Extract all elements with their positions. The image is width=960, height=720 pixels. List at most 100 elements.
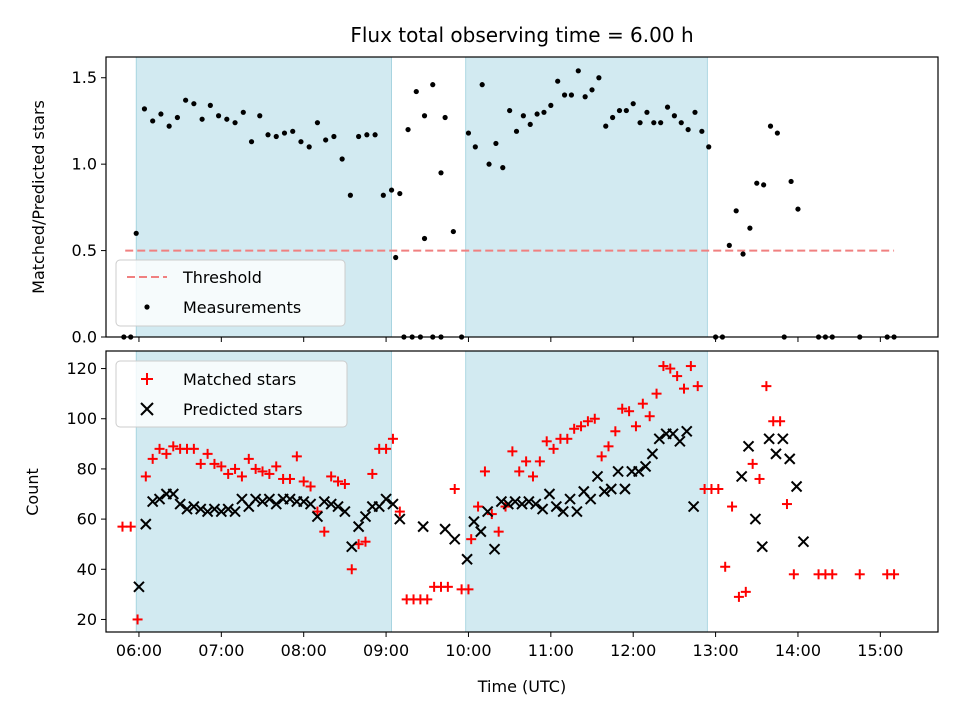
predicted-star-point <box>181 503 193 515</box>
predicted-star-point <box>133 581 145 593</box>
matched-star-point <box>333 476 344 487</box>
predicted-star-point <box>387 498 399 510</box>
predicted-star-point <box>749 513 762 525</box>
predicted-star-point <box>249 493 262 505</box>
predicted-star-point <box>516 498 528 510</box>
predicted-star-point <box>632 465 645 478</box>
predicted-star-point <box>468 515 480 528</box>
legend-predicted-label: Predicted stars <box>183 400 303 419</box>
predicted-star-point <box>536 503 549 515</box>
measurement-point <box>450 228 456 235</box>
matched-star-point <box>624 406 635 417</box>
measurement-point <box>240 109 246 115</box>
predicted-star-point <box>509 495 521 508</box>
bottom-ytick-label: 80 <box>77 459 97 478</box>
predicted-star-point <box>571 505 583 518</box>
measurement-point <box>507 107 513 114</box>
predicted-star-point <box>591 470 604 483</box>
predicted-star-point <box>256 495 269 508</box>
measurement-point <box>207 102 213 108</box>
xtick-label: 08:00 <box>281 641 327 660</box>
predicted-star-point <box>304 498 317 510</box>
matched-star-point <box>754 473 765 484</box>
predicted-star-point <box>201 505 214 518</box>
measurement-point <box>534 111 540 117</box>
predicted-star-point <box>394 513 406 525</box>
matched-star-point <box>576 421 587 432</box>
matched-star-point <box>733 591 744 602</box>
matched-star-point <box>202 448 213 459</box>
predicted-star-point <box>584 493 597 505</box>
measurement-point <box>603 123 609 129</box>
predicted-star-point <box>449 533 461 545</box>
predicted-star-point <box>763 433 775 445</box>
matched-star-point <box>223 468 234 479</box>
measurement-point <box>493 140 499 147</box>
matched-star-point <box>394 506 405 517</box>
measurement-point <box>637 120 643 126</box>
measurement-point <box>767 123 774 129</box>
matched-star-point <box>291 451 302 462</box>
measurement-point <box>692 109 698 115</box>
legend-measurement-swatch <box>144 304 150 310</box>
predicted-star-point <box>735 470 748 483</box>
predicted-star-point <box>777 433 789 445</box>
matched-star-point <box>326 471 337 482</box>
matched-star-point <box>713 483 724 494</box>
measurement-point <box>610 114 616 121</box>
matched-star-point <box>312 506 323 517</box>
predicted-star-point <box>359 510 372 523</box>
measurement-point <box>671 113 677 119</box>
measurement-point <box>257 113 263 119</box>
matched-star-point <box>658 361 669 372</box>
predicted-star-point <box>790 480 803 493</box>
predicted-star-point <box>332 500 344 513</box>
measurement-point <box>364 132 370 138</box>
measurement-point <box>747 225 753 231</box>
xtick-label: 15:00 <box>857 641 903 660</box>
matched-star-point <box>230 463 241 474</box>
matched-star-point <box>236 471 247 482</box>
predicted-star-point <box>439 523 451 535</box>
predicted-star-point <box>153 493 166 505</box>
legend-matched-label: Matched stars <box>183 370 296 389</box>
matched-star-point <box>243 453 254 464</box>
predicted-star-point <box>352 520 365 533</box>
predicted-star-point <box>461 553 473 565</box>
measurement-point <box>630 101 636 107</box>
measurement-point <box>183 97 189 103</box>
matched-star-point <box>154 443 165 454</box>
measurement-point <box>795 206 801 212</box>
measurement-point <box>575 68 581 74</box>
measurement-point <box>500 165 506 171</box>
measurement-point <box>658 120 664 126</box>
matched-star-point <box>367 468 378 479</box>
predicted-star-point <box>495 495 508 508</box>
matched-star-point <box>548 443 559 454</box>
measurement-point <box>191 101 197 107</box>
predicted-star-point <box>653 433 666 445</box>
predicted-star-point <box>311 510 324 523</box>
matched-star-point <box>161 448 172 459</box>
matched-star-point <box>319 526 330 537</box>
matched-star-point <box>521 456 532 467</box>
measurement-point <box>372 132 378 138</box>
measurement-point <box>388 187 395 193</box>
measurement-point <box>215 113 222 119</box>
x-axis-label: Time (UTC) <box>477 677 566 696</box>
measurement-point <box>438 170 444 176</box>
matched-star-point <box>140 471 151 482</box>
matched-star-point <box>264 468 275 479</box>
measurement-point <box>265 132 271 138</box>
measurement-point <box>568 92 575 98</box>
measurement-point <box>774 130 780 136</box>
matched-star-point <box>466 534 477 545</box>
measurement-point <box>678 120 684 126</box>
measurement-point <box>527 121 533 128</box>
predicted-star-point <box>346 540 358 553</box>
matched-star-point <box>685 361 696 372</box>
measurement-point <box>589 87 595 93</box>
predicted-star-point <box>222 503 234 515</box>
measurement-point <box>754 180 760 186</box>
